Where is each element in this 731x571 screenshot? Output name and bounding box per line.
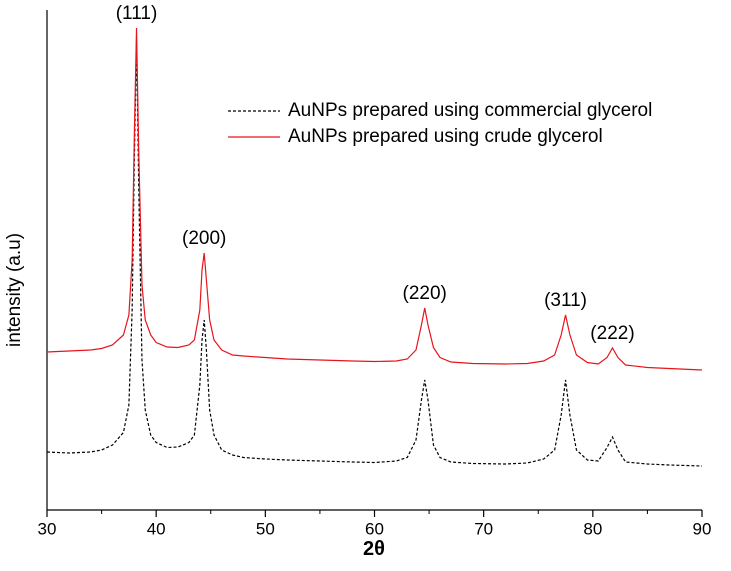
peak-label: (311) — [544, 290, 587, 311]
legend-label: AuNPs prepared using commercial glycerol — [288, 100, 652, 121]
legend-label: AuNPs prepared using crude glycerol — [288, 126, 603, 147]
series-line — [46, 27, 703, 371]
peak-label: (222) — [590, 323, 634, 344]
x-tick-label: 80 — [583, 519, 602, 538]
x-tick-label: 40 — [147, 519, 166, 538]
x-tick-label: 30 — [38, 519, 57, 538]
peak-label: (220) — [403, 283, 447, 304]
x-tick-label: 50 — [256, 519, 275, 538]
x-tick-label: 60 — [365, 519, 384, 538]
x-axis-label: 2θ — [363, 538, 385, 560]
peak-label: (111) — [116, 3, 158, 24]
x-tick-label: 90 — [693, 519, 712, 538]
series-line — [46, 39, 703, 467]
x-tick-label: 70 — [474, 519, 493, 538]
y-axis-label: intensity (a.u) — [4, 233, 25, 347]
peak-label: (200) — [182, 228, 226, 249]
